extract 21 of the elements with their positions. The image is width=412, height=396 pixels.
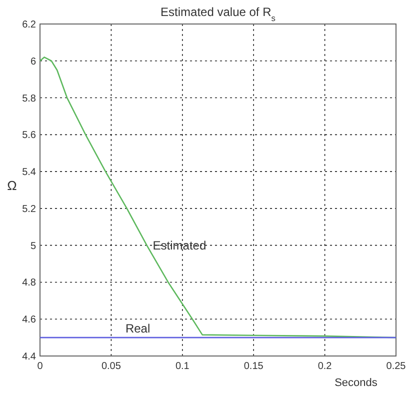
y-tick-label: 5.8 (22, 93, 36, 104)
x-tick-label: 0.25 (386, 361, 406, 372)
series-label: Real (125, 322, 150, 336)
x-axis-title: Seconds (334, 377, 378, 389)
y-tick-label: 4.8 (22, 278, 36, 289)
y-tick-label: 5 (30, 240, 36, 252)
x-tick-label: 0.15 (244, 361, 264, 372)
y-tick-label: 4.4 (22, 352, 36, 362)
y-tick-label: 4.6 (22, 314, 36, 326)
y-tick-label: 5.6 (22, 130, 36, 142)
y-tick-label: 6 (30, 56, 36, 68)
y-tick-label: 5.4 (22, 167, 36, 178)
y-tick-label: 6.2 (22, 20, 36, 30)
y-tick-label: 5.2 (22, 204, 36, 215)
x-tick-label: 0.1 (175, 361, 190, 372)
x-tick-label: 0 (37, 361, 44, 372)
x-tick-label: 0.05 (101, 361, 122, 372)
chart-title: Estimated value of R$_{s}$ (160, 5, 276, 23)
series-label: Estimated (152, 238, 206, 252)
y-axis-title: Ω (7, 178, 18, 193)
x-tick-label: 0.2 (318, 361, 332, 372)
